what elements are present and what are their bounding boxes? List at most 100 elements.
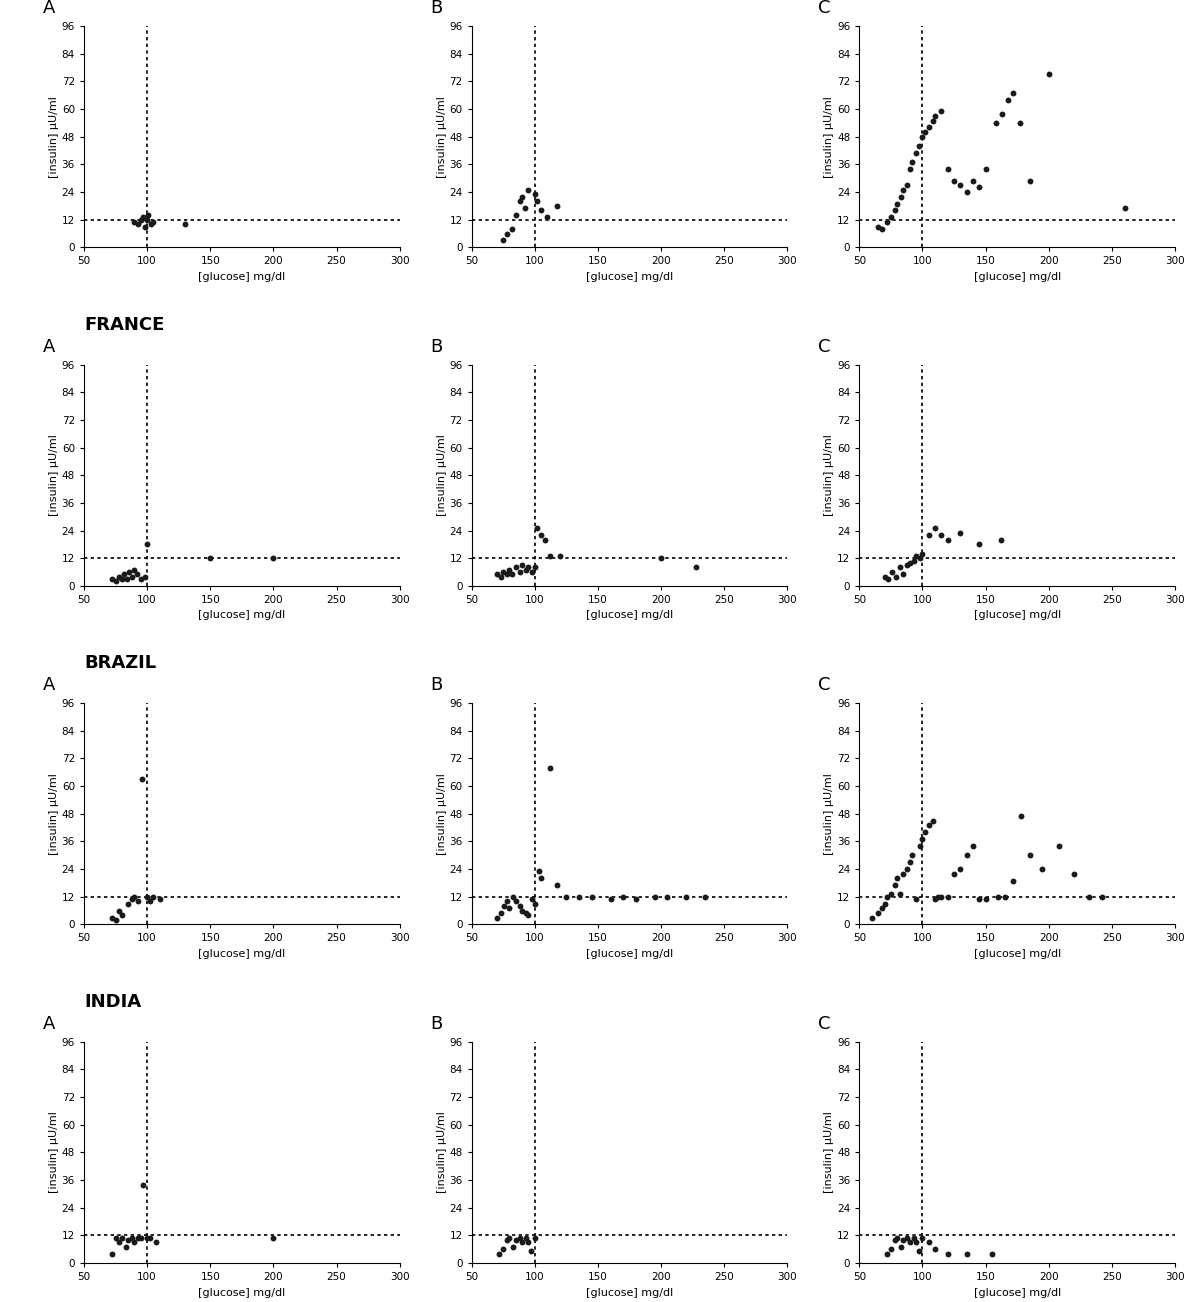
Point [492, 902, 511, 923]
Point [116, 1237, 135, 1258]
Point [878, 1243, 897, 1264]
Point [882, 561, 902, 582]
Point [128, 891, 147, 911]
Point [510, 1228, 529, 1249]
Point [1092, 887, 1111, 907]
Point [881, 1238, 900, 1259]
Point [122, 1228, 141, 1249]
Point [144, 212, 163, 233]
Point [926, 1238, 945, 1259]
Point [1011, 806, 1030, 827]
Point [102, 1243, 121, 1264]
Point [945, 171, 964, 191]
Point [976, 159, 995, 180]
Point [926, 105, 945, 126]
Point [963, 171, 982, 191]
Point [951, 859, 970, 880]
Text: A: A [43, 0, 55, 17]
Point [1079, 887, 1098, 907]
Point [881, 884, 900, 905]
Point [881, 207, 900, 228]
Point [525, 184, 544, 204]
Point [1040, 64, 1059, 85]
Point [548, 875, 567, 896]
Point [113, 905, 132, 926]
Point [938, 530, 957, 551]
Point [510, 561, 529, 582]
Point [500, 898, 519, 919]
Point [550, 546, 570, 566]
Point [512, 555, 531, 575]
Point [138, 887, 157, 907]
Y-axis label: [insulin] μU/ml: [insulin] μU/ml [436, 435, 446, 516]
Point [498, 1229, 517, 1250]
Point [873, 898, 892, 919]
Point [970, 177, 989, 198]
Point [531, 525, 550, 546]
Point [525, 1228, 544, 1249]
Point [873, 219, 892, 240]
X-axis label: [glucose] mg/dl: [glucose] mg/dl [198, 949, 285, 960]
Point [912, 543, 932, 564]
Point [504, 1237, 523, 1258]
Point [614, 887, 633, 907]
Y-axis label: [insulin] μU/ml: [insulin] μU/ml [49, 773, 59, 854]
Point [582, 887, 601, 907]
Point [1065, 863, 1084, 884]
Point [522, 1241, 541, 1262]
Point [150, 889, 169, 910]
Point [923, 810, 942, 831]
Y-axis label: [insulin] μU/ml: [insulin] μU/ml [436, 773, 446, 854]
Point [970, 534, 989, 555]
Text: B: B [430, 1014, 442, 1032]
X-axis label: [glucose] mg/dl: [glucose] mg/dl [198, 611, 285, 621]
Point [106, 909, 125, 930]
Text: FRANCE: FRANCE [84, 315, 164, 333]
Point [695, 887, 715, 907]
Point [506, 1229, 525, 1250]
Point [200, 548, 219, 569]
Point [920, 1232, 939, 1253]
Text: B: B [430, 0, 442, 17]
Point [920, 525, 939, 546]
X-axis label: [glucose] mg/dl: [glucose] mg/dl [974, 611, 1061, 621]
Point [113, 1228, 132, 1249]
Text: INDIA: INDIA [84, 992, 141, 1010]
Point [932, 525, 951, 546]
Point [1115, 198, 1134, 219]
Point [131, 210, 150, 230]
Point [525, 893, 544, 914]
Point [891, 186, 910, 207]
Point [510, 896, 529, 917]
Point [898, 555, 917, 575]
Point [1032, 859, 1052, 880]
Point [131, 1228, 150, 1249]
Point [504, 887, 523, 907]
Point [676, 887, 695, 907]
Point [932, 102, 951, 122]
Text: A: A [43, 1014, 55, 1032]
Point [909, 1241, 928, 1262]
Point [498, 891, 517, 911]
Point [898, 174, 917, 195]
Point [903, 151, 922, 172]
Point [900, 1232, 920, 1253]
Y-axis label: [insulin] μU/ml: [insulin] μU/ml [436, 1112, 446, 1193]
Point [494, 1238, 513, 1259]
Point [119, 1229, 138, 1250]
Point [535, 530, 554, 551]
Point [519, 180, 538, 201]
Point [894, 564, 914, 585]
Point [490, 1243, 510, 1264]
X-axis label: [glucose] mg/dl: [glucose] mg/dl [586, 949, 673, 960]
Point [109, 900, 128, 921]
Point [531, 868, 550, 889]
Point [900, 159, 920, 180]
Point [120, 561, 139, 582]
Point [516, 198, 535, 219]
Point [115, 564, 134, 585]
Point [531, 201, 550, 221]
Text: B: B [430, 676, 442, 694]
Point [122, 889, 141, 910]
Text: C: C [818, 676, 831, 694]
